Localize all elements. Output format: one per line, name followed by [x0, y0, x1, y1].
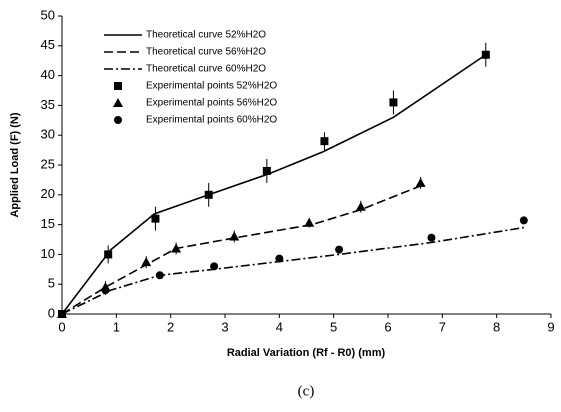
- marker: [104, 250, 113, 259]
- marker: [415, 177, 426, 187]
- marker: [210, 262, 219, 271]
- y-tick-label: 35: [41, 97, 55, 112]
- marker: [171, 243, 182, 253]
- x-axis-title: Radial Variation (Rf - R0) (mm): [227, 347, 386, 359]
- y-tick-label: 0: [48, 305, 55, 320]
- x-tick-label: 3: [221, 319, 228, 334]
- marker: [481, 50, 490, 59]
- marker: [320, 137, 329, 146]
- data-line: [61, 54, 487, 315]
- legend-label: Theoretical curve 60%H2O: [146, 64, 266, 75]
- y-tick-label: 50: [41, 7, 55, 22]
- marker: [204, 190, 213, 199]
- marker: [275, 254, 284, 263]
- marker: [519, 216, 528, 225]
- x-tick-label: 6: [384, 319, 391, 334]
- marker: [355, 201, 366, 211]
- marker: [155, 271, 164, 280]
- data-line: [61, 226, 524, 315]
- x-tick-label: 4: [276, 319, 283, 334]
- marker: [151, 214, 160, 223]
- x-tick-label: 9: [547, 319, 554, 334]
- x-tick-label: 5: [330, 319, 337, 334]
- legend-label: Experimental points 60%H2O: [146, 115, 277, 126]
- y-tick-label: 10: [41, 246, 55, 261]
- caption: (c): [298, 383, 315, 399]
- x-tick-label: 0: [58, 319, 65, 334]
- legend-label: Experimental points 56%H2O: [146, 98, 277, 109]
- marker: [114, 116, 122, 124]
- y-tick-label: 25: [41, 156, 55, 171]
- marker: [427, 233, 436, 242]
- legend-label: Theoretical curve 52%H2O: [146, 30, 266, 41]
- marker: [304, 217, 315, 227]
- marker: [113, 98, 123, 107]
- x-tick-label: 2: [167, 319, 174, 334]
- marker: [101, 286, 110, 295]
- marker: [335, 245, 344, 254]
- y-tick-label: 30: [41, 127, 55, 142]
- marker: [58, 310, 66, 318]
- marker: [114, 82, 122, 90]
- x-tick-label: 8: [493, 319, 500, 334]
- x-tick-label: 7: [439, 319, 446, 334]
- x-tick-label: 1: [113, 319, 120, 334]
- y-tick-label: 5: [48, 276, 55, 291]
- y-tick-label: 45: [41, 37, 55, 52]
- legend-label: Theoretical curve 56%H2O: [146, 47, 266, 58]
- marker: [262, 166, 271, 175]
- data-line: [61, 185, 421, 315]
- y-tick-label: 15: [41, 216, 55, 231]
- marker: [229, 231, 240, 241]
- marker: [389, 98, 398, 107]
- marker: [141, 257, 152, 267]
- y-tick-label: 20: [41, 186, 55, 201]
- y-tick-label: 40: [41, 67, 55, 82]
- legend-label: Experimental points 52%H2O: [146, 81, 277, 92]
- y-axis-title: Applied Load (F) (N): [9, 112, 21, 217]
